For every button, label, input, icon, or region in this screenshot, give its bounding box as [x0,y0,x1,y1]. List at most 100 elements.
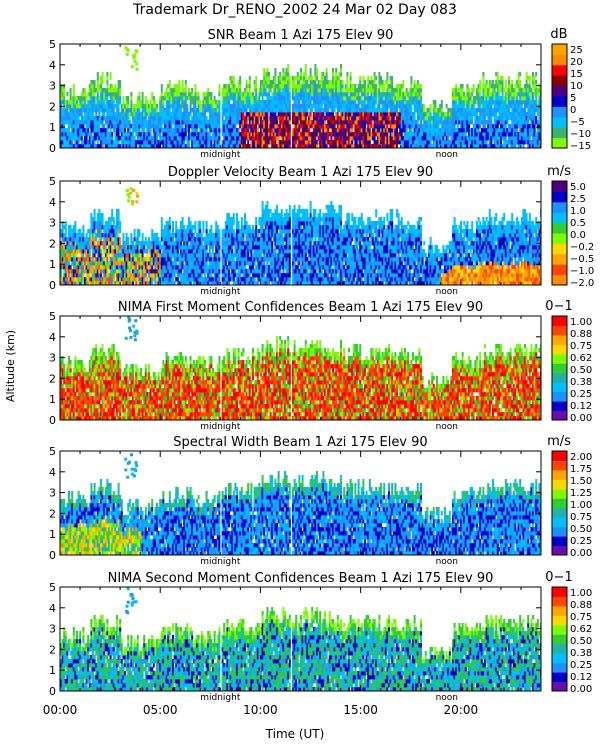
data-cell [461,112,464,117]
data-cell [413,80,416,85]
data-cell [63,116,66,121]
data-cell [535,108,538,113]
data-cell [383,84,386,89]
data-cell [168,92,171,97]
data-cell [517,116,520,121]
data-cell [525,88,528,93]
data-cell [298,96,301,101]
data-cell [492,124,494,129]
data-cell [176,112,179,117]
data-cell [351,108,354,113]
data-cell [202,120,205,125]
data-cell [309,144,312,148]
data-cell [236,100,238,105]
data-cell [236,104,238,109]
data-cell [136,132,139,137]
data-cell [76,120,78,125]
data-cell [373,84,376,89]
data-cell [186,140,189,145]
data-cell [359,124,362,129]
data-cell [64,136,67,141]
data-cell [394,88,397,93]
data-cell [349,88,352,93]
data-cell [506,120,509,125]
data-cell [248,96,251,101]
data-cell [229,92,232,97]
data-cell [93,128,96,133]
data-cell [124,140,126,145]
data-cell [373,80,376,85]
data-cell [533,124,536,129]
data-cell [104,241,107,246]
data-cell [87,265,90,270]
data-cell [72,229,75,234]
data-cell [191,132,194,137]
data-cell [269,112,272,117]
data-cell [477,100,480,105]
data-cell [168,116,171,121]
data-cell [391,88,394,93]
data-cell [106,225,109,230]
data-cell [362,116,365,121]
data-cell [74,221,77,226]
data-cell [504,84,507,89]
data-cell [338,128,341,133]
data-cell [493,124,496,129]
data-cell [69,277,72,282]
data-cell [389,124,392,129]
data-cell [428,112,430,117]
data-cell [237,96,240,101]
data-cell [468,92,470,97]
data-cell [538,140,541,145]
data-cell [349,80,352,85]
data-cell [253,88,256,93]
data-cell [397,112,400,117]
data-cell [344,92,347,97]
data-cell [296,116,299,121]
data-cell [114,84,117,89]
data-cell [332,96,334,101]
data-cell [191,96,194,101]
data-cell [324,124,326,129]
data-cell [93,84,96,89]
data-cell [292,112,294,117]
data-cell [101,104,104,109]
data-cell [536,88,539,93]
data-cell [76,241,78,246]
data-cell [109,245,112,250]
data-cell [527,112,530,117]
data-cell [116,88,118,93]
data-cell [68,132,70,137]
data-cell [255,120,258,125]
data-cell [92,241,94,246]
data-cell [207,140,210,145]
data-cell [141,108,144,113]
data-cell [405,136,408,141]
data-cell [64,225,67,230]
data-cell [319,128,322,133]
data-cell [204,100,206,105]
data-cell [285,88,288,93]
data-cell [266,136,269,141]
data-cell [445,112,448,117]
data-cell [197,140,200,145]
data-cell [100,80,102,85]
data-cell [485,136,488,141]
data-cell [485,132,488,137]
data-cell [448,140,451,145]
data-cell [212,120,214,125]
data-cell [255,84,258,89]
data-cell [508,136,510,141]
data-cell [391,112,394,117]
data-cell [66,132,69,137]
data-cell [428,108,430,113]
data-cell [298,108,301,113]
data-cell [448,124,451,129]
data-cell [207,96,210,101]
data-cell [400,116,403,121]
data-cell [101,257,104,262]
data-cell [458,140,461,145]
data-cell [370,108,373,113]
data-cell [356,92,358,97]
data-cell [300,136,302,141]
